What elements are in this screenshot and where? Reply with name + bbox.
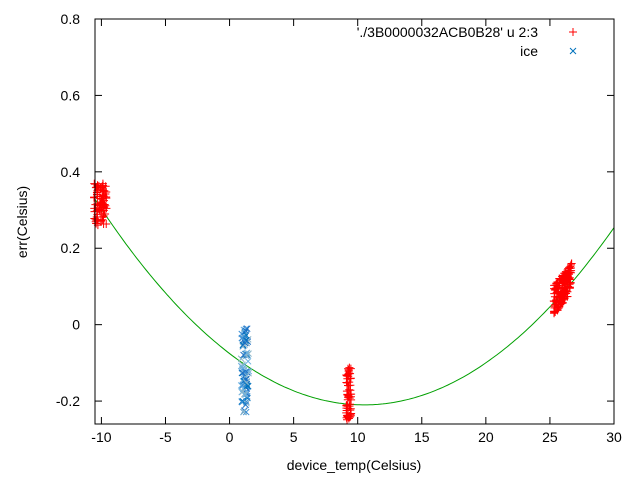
y-tick-label: 0.2	[61, 240, 81, 256]
data-point	[240, 351, 247, 359]
data-point	[92, 219, 101, 228]
y-tick-label: -0.2	[56, 393, 80, 409]
data-point	[98, 182, 107, 191]
y-tick-label: 0.6	[61, 87, 81, 103]
data-point	[549, 308, 558, 317]
data-point	[238, 398, 246, 406]
data-point	[567, 259, 576, 268]
data-point	[239, 369, 247, 377]
data-point	[342, 371, 351, 380]
data-point	[98, 215, 107, 224]
y-tick-label: 0	[72, 317, 80, 333]
data-point	[102, 204, 111, 213]
data-point	[343, 391, 352, 400]
data-point	[565, 264, 574, 273]
data-point	[553, 277, 562, 286]
data-point	[244, 382, 252, 390]
data-point	[243, 349, 251, 357]
data-point	[240, 326, 248, 334]
data-point	[566, 278, 575, 287]
data-point	[238, 334, 246, 342]
series-ice	[237, 325, 253, 416]
data-point	[565, 283, 574, 292]
data-point	[245, 367, 253, 375]
data-point	[554, 300, 563, 309]
data-point	[346, 364, 355, 373]
x-tick-label: 15	[414, 429, 430, 445]
data-point	[550, 297, 559, 306]
x-tick-label: 5	[290, 429, 298, 445]
legend: './3B0000032ACB0B28' u 2:3 ice	[357, 24, 577, 59]
data-point	[556, 298, 565, 307]
y-tick-label: 0.8	[61, 11, 81, 27]
data-point	[240, 375, 248, 383]
data-point	[98, 186, 107, 195]
data-point	[342, 404, 351, 413]
data-point	[244, 357, 252, 365]
legend-label-series-2: ice	[520, 43, 538, 59]
fit-curve	[94, 199, 615, 406]
x-tick-label: 25	[542, 429, 558, 445]
legend-marker-series-2	[569, 47, 577, 55]
data-point	[243, 379, 250, 387]
data-point	[552, 279, 561, 288]
data-point	[569, 47, 577, 55]
data-point	[561, 288, 570, 297]
data-point	[569, 28, 577, 36]
data-point	[241, 339, 249, 347]
data-point	[102, 219, 111, 228]
data-point	[561, 271, 570, 280]
data-point	[237, 382, 245, 389]
data-point	[242, 327, 249, 335]
fit-line	[94, 199, 615, 406]
data-point	[245, 350, 252, 358]
data-point	[242, 408, 250, 416]
x-axis: -10 -5 0 5 10 15 20 25 30	[91, 19, 622, 445]
data-point	[238, 363, 246, 371]
legend-label-series-1: './3B0000032ACB0B28' u 2:3	[357, 24, 538, 40]
x-tick-label: -5	[159, 429, 172, 445]
data-point	[345, 378, 354, 387]
data-point	[566, 260, 575, 269]
x-tick-label: 0	[226, 429, 234, 445]
data-point	[239, 388, 247, 395]
data-point	[347, 395, 356, 404]
data-point	[346, 386, 355, 395]
data-point	[346, 400, 355, 409]
data-point	[344, 381, 353, 390]
data-point	[343, 412, 352, 421]
data-point	[558, 281, 567, 290]
data-point	[550, 302, 559, 311]
x-tick-label: 30	[606, 429, 622, 445]
legend-marker-series-1	[569, 28, 577, 36]
data-point	[102, 194, 111, 203]
x-axis-title: device_temp(Celsius)	[287, 457, 422, 473]
data-point	[344, 414, 353, 423]
data-point	[346, 404, 355, 413]
data-point	[566, 268, 575, 277]
y-axis-title: err(Celsius)	[14, 186, 30, 258]
data-point	[550, 284, 559, 293]
data-point	[90, 193, 99, 202]
data-point	[560, 294, 569, 303]
plot-frame	[94, 18, 615, 425]
x-tick-label: 10	[350, 429, 366, 445]
data-point	[343, 415, 352, 424]
y-axis: -0.2 0 0.2 0.4 0.6 0.8	[56, 11, 614, 409]
data-point	[557, 289, 566, 298]
data-point	[240, 408, 248, 416]
x-tick-label: -10	[91, 429, 111, 445]
data-point	[241, 368, 249, 376]
y-tick-label: 0.4	[61, 164, 81, 180]
x-tick-label: 20	[478, 429, 494, 445]
